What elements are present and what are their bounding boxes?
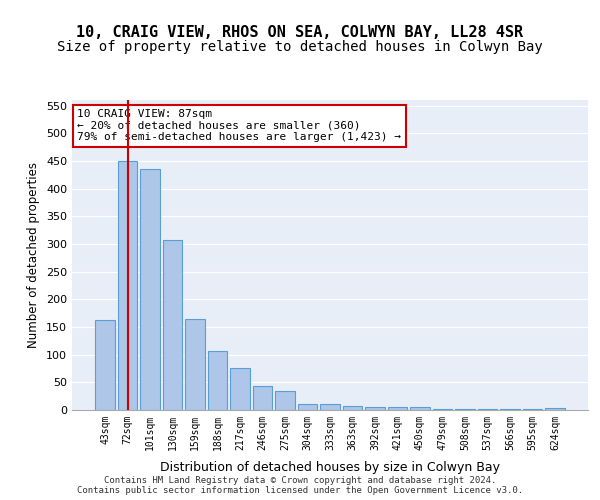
Bar [118, 161, 137, 410]
Bar [410, 406, 430, 410]
Text: Contains HM Land Registry data © Crown copyright and database right 2024.
Contai: Contains HM Land Registry data © Crown c… [77, 476, 523, 495]
Bar [388, 406, 407, 410]
Text: 10 CRAIG VIEW: 87sqm
← 20% of detached houses are smaller (360)
79% of semi-deta: 10 CRAIG VIEW: 87sqm ← 20% of detached h… [77, 110, 401, 142]
Bar [140, 169, 160, 410]
Text: Size of property relative to detached houses in Colwyn Bay: Size of property relative to detached ho… [57, 40, 543, 54]
Bar [253, 386, 272, 410]
Bar [343, 406, 362, 410]
Bar [433, 409, 452, 410]
Bar [95, 320, 115, 410]
X-axis label: Distribution of detached houses by size in Colwyn Bay: Distribution of detached houses by size … [160, 461, 500, 474]
Bar [320, 404, 340, 410]
Bar [163, 240, 182, 410]
Bar [185, 318, 205, 410]
Bar [230, 368, 250, 410]
Bar [455, 409, 475, 410]
Bar [208, 351, 227, 410]
Text: 10, CRAIG VIEW, RHOS ON SEA, COLWYN BAY, LL28 4SR: 10, CRAIG VIEW, RHOS ON SEA, COLWYN BAY,… [76, 25, 524, 40]
Bar [298, 404, 317, 410]
Bar [545, 408, 565, 410]
Y-axis label: Number of detached properties: Number of detached properties [28, 162, 40, 348]
Bar [365, 406, 385, 410]
Bar [275, 390, 295, 410]
